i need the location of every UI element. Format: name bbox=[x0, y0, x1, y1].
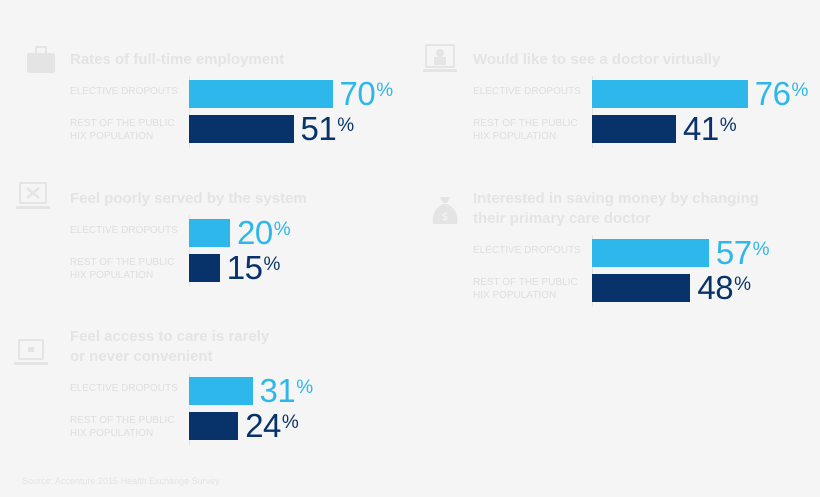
bar-rest bbox=[189, 254, 220, 282]
bar-elective bbox=[592, 239, 709, 267]
legend-label-rest-line2: HIX POPULATION bbox=[473, 290, 557, 301]
bar-rest bbox=[189, 115, 294, 143]
legend-label-elective: ELECTIVE DROPOUTS bbox=[70, 383, 178, 394]
value-number: 41 bbox=[683, 110, 719, 147]
value-label-elective: 31% bbox=[260, 374, 314, 407]
laptop-icon bbox=[14, 336, 48, 370]
value-label-elective: 20% bbox=[237, 216, 291, 249]
percent-sign: % bbox=[263, 254, 280, 275]
value-number: 70 bbox=[339, 75, 376, 112]
value-number: 76 bbox=[754, 75, 791, 112]
chart-title-line2: their primary care doctor bbox=[473, 210, 651, 227]
legend-label-rest-line2: HIX POPULATION bbox=[473, 131, 557, 142]
value-number: 48 bbox=[697, 269, 734, 306]
bar-baseline bbox=[189, 373, 190, 445]
percent-sign: % bbox=[296, 377, 313, 398]
value-number: 57 bbox=[715, 234, 752, 271]
legend-label-rest-line2: HIX POPULATION bbox=[70, 428, 154, 439]
legend-label-elective: ELECTIVE DROPOUTS bbox=[70, 86, 178, 97]
value-label-elective: 70% bbox=[340, 77, 394, 110]
percent-sign: % bbox=[376, 80, 393, 101]
legend-label-rest-line1: REST OF THE PUBLIC bbox=[70, 257, 175, 268]
briefcase-icon bbox=[24, 42, 58, 76]
legend-label-rest-line2: HIX POPULATION bbox=[70, 270, 154, 281]
bar-baseline bbox=[592, 76, 593, 148]
chart-title-line1: Interested in saving money by changing bbox=[473, 190, 759, 207]
value-label-rest: 15% bbox=[227, 251, 281, 284]
value-number: 31 bbox=[259, 372, 296, 409]
percent-sign: % bbox=[791, 80, 809, 101]
bar-elective bbox=[189, 377, 253, 405]
bar-rest bbox=[592, 115, 677, 143]
legend-label-rest-line1: REST OF THE PUBLIC bbox=[70, 415, 175, 426]
bar-baseline bbox=[592, 235, 593, 307]
money-bag-icon: $ bbox=[428, 194, 462, 228]
legend-label-rest-line1: REST OF THE PUBLIC bbox=[70, 118, 175, 129]
chart-title-line1: Feel access to care is rarely bbox=[70, 328, 270, 345]
value-label-elective: 76% bbox=[755, 77, 809, 110]
value-label-rest: 41% bbox=[683, 112, 737, 145]
svg-text:$: $ bbox=[442, 210, 449, 223]
legend-label-rest-line1: REST OF THE PUBLIC bbox=[473, 118, 578, 129]
legend-label-rest-line1: REST OF THE PUBLIC bbox=[473, 277, 578, 288]
value-label-rest: 51% bbox=[301, 112, 355, 145]
chart-title-line2: or never convenient bbox=[70, 348, 213, 365]
bar-elective bbox=[189, 80, 333, 108]
laptop-tools-icon bbox=[16, 180, 50, 214]
percent-sign: % bbox=[281, 412, 299, 433]
bar-elective bbox=[592, 80, 748, 108]
value-label-elective: 57% bbox=[716, 236, 770, 269]
value-number: 20 bbox=[237, 214, 273, 251]
bar-baseline bbox=[189, 76, 190, 148]
value-label-rest: 48% bbox=[697, 271, 751, 304]
legend-label-rest-line2: HIX POPULATION bbox=[70, 131, 154, 142]
bar-rest bbox=[592, 274, 691, 302]
percent-sign: % bbox=[752, 239, 770, 260]
value-number: 15 bbox=[226, 249, 263, 286]
bar-elective bbox=[189, 219, 230, 247]
percent-sign: % bbox=[337, 115, 354, 136]
bar-baseline bbox=[189, 215, 190, 287]
monitor-doctor-icon bbox=[423, 42, 457, 76]
source-note: Source: Accenture 2015 Health Exchange S… bbox=[22, 476, 220, 486]
chart-title: Would like to see a doctor virtually bbox=[473, 51, 721, 68]
percent-sign: % bbox=[734, 274, 751, 295]
chart-title: Rates of full-time employment bbox=[70, 51, 285, 68]
value-label-rest: 24% bbox=[245, 409, 299, 442]
value-number: 24 bbox=[245, 407, 281, 444]
legend-label-elective: ELECTIVE DROPOUTS bbox=[473, 86, 581, 97]
chart-title: Feel poorly served by the system bbox=[70, 190, 307, 207]
bar-rest bbox=[189, 412, 239, 440]
value-number: 51 bbox=[300, 110, 337, 147]
legend-label-elective: ELECTIVE DROPOUTS bbox=[70, 225, 178, 236]
percent-sign: % bbox=[719, 115, 737, 136]
percent-sign: % bbox=[273, 219, 291, 240]
legend-label-elective: ELECTIVE DROPOUTS bbox=[473, 245, 581, 256]
